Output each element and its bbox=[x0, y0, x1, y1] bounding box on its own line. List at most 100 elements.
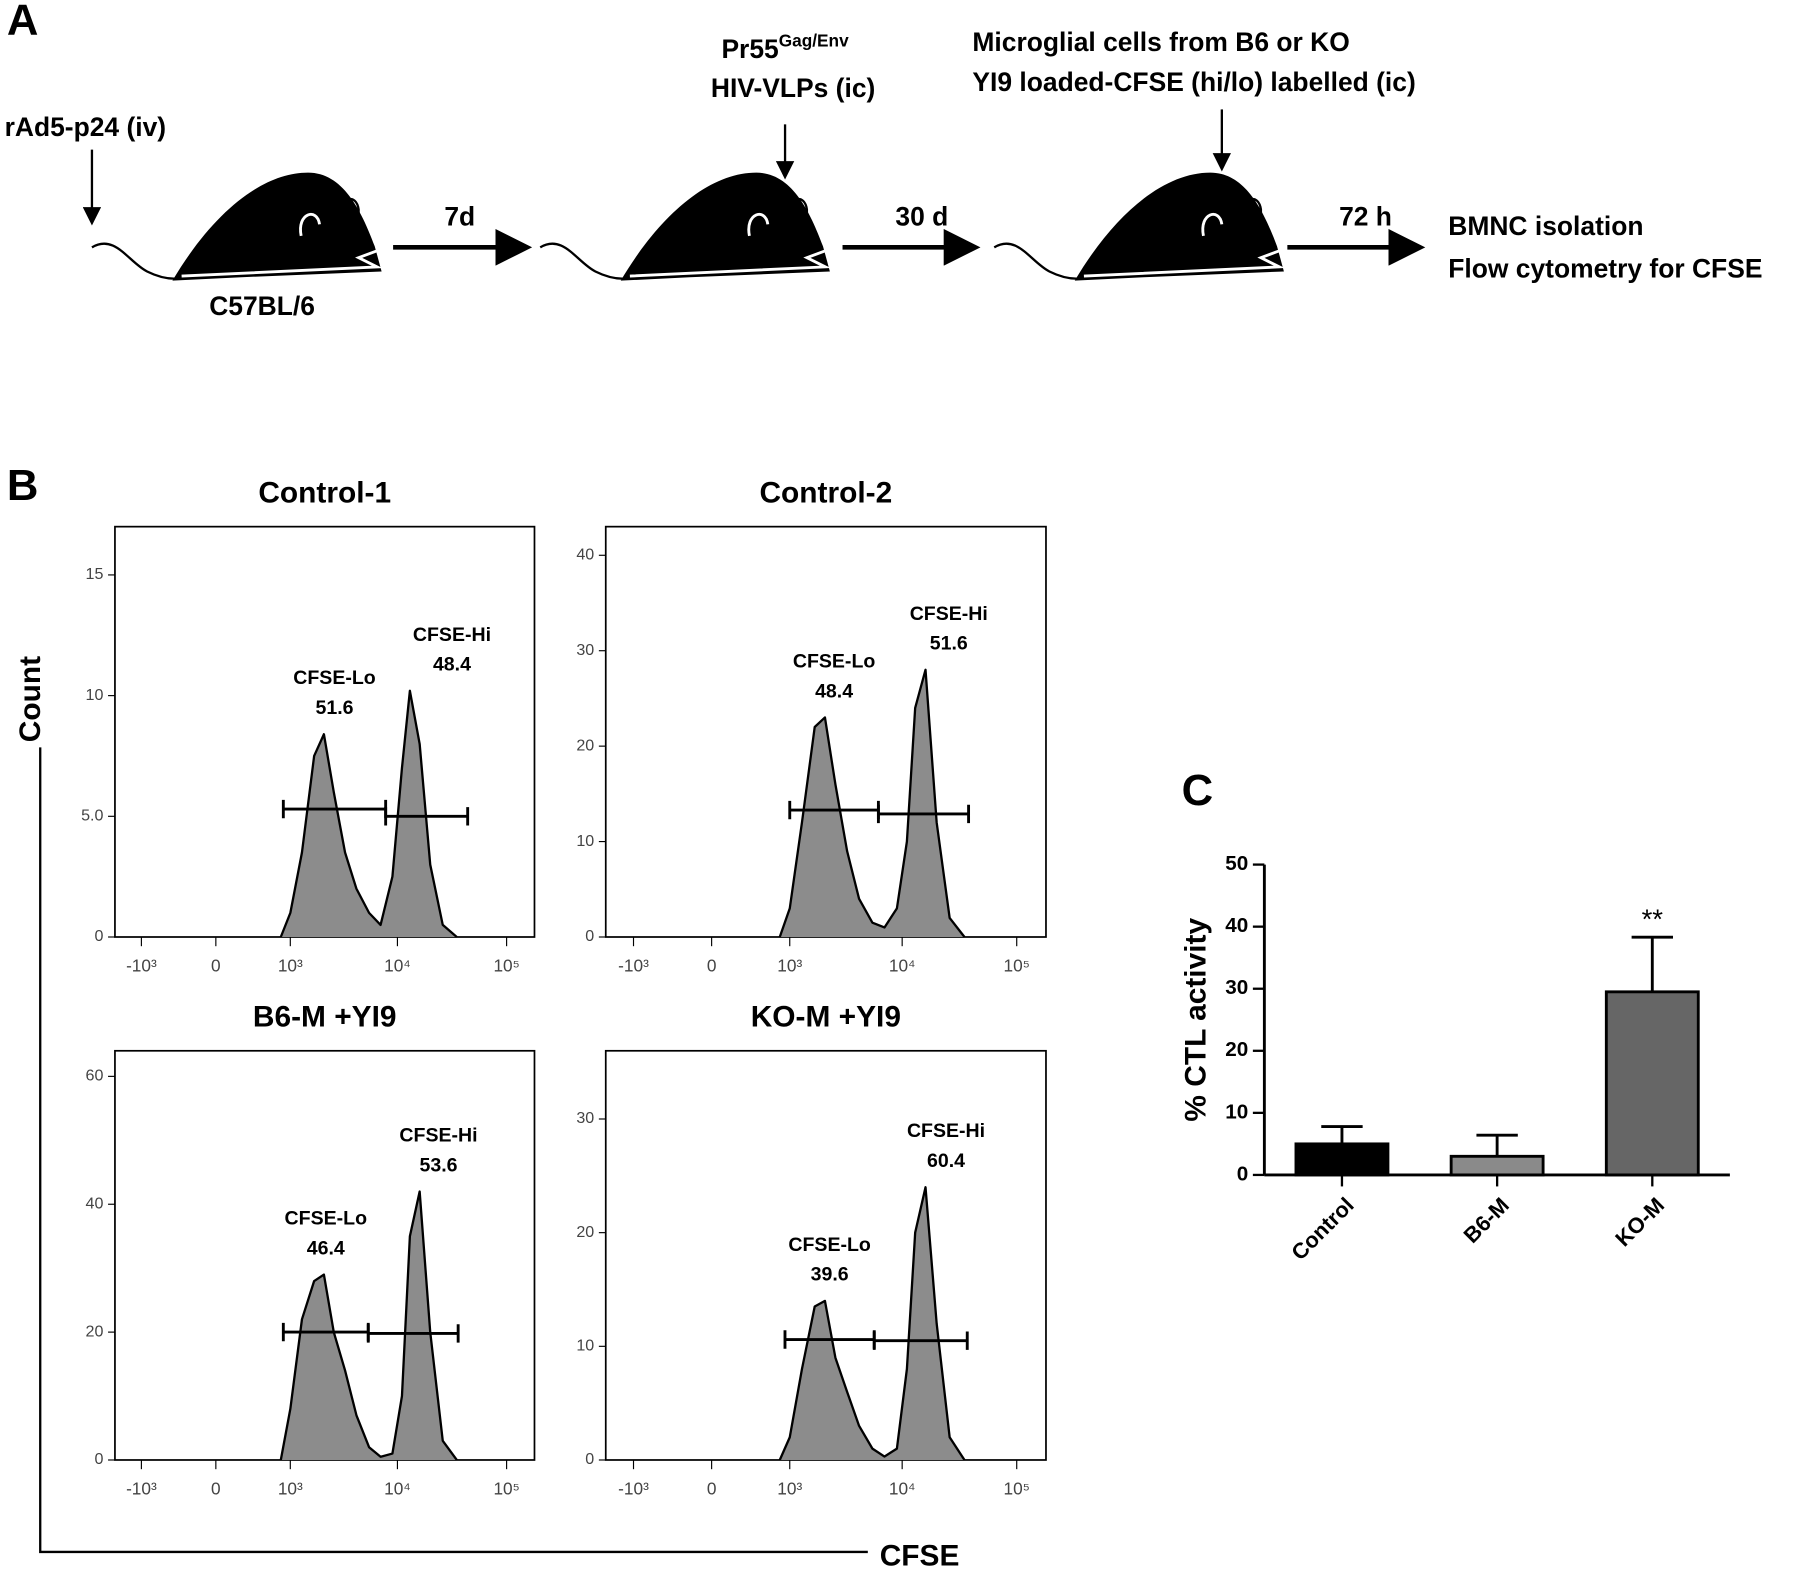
x-tick-label: 10³ bbox=[777, 1478, 802, 1498]
panel-label: A bbox=[7, 0, 39, 45]
gate bbox=[366, 1324, 460, 1343]
gate-name: CFSE-Hi bbox=[413, 624, 491, 646]
step-label: HIV-VLPs (ic) bbox=[711, 73, 875, 103]
x-tick-label: -10³ bbox=[126, 955, 157, 975]
gate-percent: 48.4 bbox=[815, 680, 853, 702]
x-tick-label: 0 bbox=[211, 955, 221, 975]
x-tick-label: KO-M bbox=[1610, 1192, 1669, 1251]
x-tick-label: B6-M bbox=[1459, 1192, 1514, 1247]
x-tick-label: 10³ bbox=[777, 955, 802, 975]
mouse-icon bbox=[992, 171, 1286, 283]
arrows bbox=[82, 109, 1426, 266]
readout-label: Flow cytometry for CFSE bbox=[1448, 253, 1762, 283]
interval-label: 72 h bbox=[1339, 202, 1392, 232]
y-tick-label: 20 bbox=[576, 736, 594, 754]
x-tick-label: 0 bbox=[707, 1478, 717, 1498]
y-tick-label: 0 bbox=[585, 1450, 594, 1468]
x-tick-label: 10³ bbox=[278, 1478, 303, 1498]
x-axis-label: CFSE bbox=[880, 1540, 960, 1573]
step-label: Pr55Gag/Env bbox=[721, 30, 849, 64]
shared-axis bbox=[39, 747, 868, 1554]
gate bbox=[872, 1331, 969, 1350]
y-tick-label: 20 bbox=[576, 1223, 594, 1241]
y-tick-label: 40 bbox=[576, 546, 594, 564]
y-axis-label: Count bbox=[14, 656, 47, 742]
gate-name: CFSE-Hi bbox=[910, 603, 988, 625]
error-bar bbox=[1476, 1133, 1518, 1157]
step-text: Pr55 bbox=[721, 34, 778, 64]
chart-title: B6-M +YI9 bbox=[253, 1000, 397, 1033]
bar bbox=[1449, 1154, 1545, 1177]
y-tick-label: 10 bbox=[576, 832, 594, 850]
gate-name: CFSE-Lo bbox=[788, 1234, 871, 1256]
gate-percent: 51.6 bbox=[315, 697, 353, 719]
chart-title: Control-1 bbox=[258, 476, 391, 509]
y-tick-label: 60 bbox=[86, 1067, 104, 1085]
gate-percent: 51.6 bbox=[930, 633, 968, 655]
histogram bbox=[279, 1190, 458, 1461]
x-tick-label: -10³ bbox=[126, 1478, 157, 1498]
x-tick-label: 10³ bbox=[278, 955, 303, 975]
y-tick-label: 40 bbox=[1225, 914, 1248, 937]
gate-name: CFSE-Lo bbox=[285, 1208, 368, 1230]
x-tick-label: 10⁵ bbox=[1004, 955, 1030, 975]
x-tick-label: 10⁴ bbox=[889, 955, 916, 975]
x-tick-label: -10³ bbox=[618, 955, 649, 975]
y-axis-label: % CTL activity bbox=[1180, 918, 1213, 1122]
gate-name: CFSE-Lo bbox=[293, 667, 376, 689]
bar bbox=[1604, 990, 1700, 1177]
x-tick-label: 10⁵ bbox=[493, 1478, 519, 1498]
y-tick-label: 30 bbox=[1225, 976, 1248, 999]
panel-label: C bbox=[1182, 766, 1214, 815]
y-tick-label: 10 bbox=[1225, 1100, 1248, 1123]
chart-title: KO-M +YI9 bbox=[751, 1000, 901, 1033]
gate-percent: 39.6 bbox=[811, 1264, 849, 1286]
gate-percent: 60.4 bbox=[927, 1150, 965, 1172]
gate-percent: 48.4 bbox=[433, 654, 471, 676]
x-tick-label: 10⁵ bbox=[1004, 1478, 1030, 1498]
x-tick-label: -10³ bbox=[618, 1478, 649, 1498]
step-label: Microglial cells from B6 or KO bbox=[972, 27, 1349, 57]
histogram bbox=[778, 668, 966, 938]
y-tick-label: 20 bbox=[1225, 1038, 1248, 1061]
step-superscript: Gag/Env bbox=[779, 30, 849, 50]
y-tick-label: 30 bbox=[576, 1109, 594, 1127]
y-tick-label: 0 bbox=[94, 1450, 103, 1468]
error-bar bbox=[1631, 935, 1673, 992]
histogram bbox=[279, 689, 458, 938]
x-tick-label: 10⁴ bbox=[889, 1478, 916, 1498]
interval-label: 7d bbox=[444, 202, 475, 232]
gate bbox=[384, 807, 470, 826]
y-tick-label: 10 bbox=[86, 686, 104, 704]
error-bar bbox=[1321, 1125, 1363, 1144]
strain-label: C57BL/6 bbox=[209, 291, 315, 321]
gate-percent: 46.4 bbox=[307, 1237, 345, 1259]
panel-label: B bbox=[7, 461, 39, 510]
readout-label: BMNC isolation bbox=[1448, 211, 1643, 241]
mouse-icon bbox=[90, 171, 384, 283]
y-tick-label: 40 bbox=[86, 1194, 104, 1212]
y-tick-label: 5.0 bbox=[81, 807, 103, 825]
gate-name: CFSE-Lo bbox=[793, 650, 876, 672]
gate-name: CFSE-Hi bbox=[399, 1124, 477, 1146]
x-tick-label: Control bbox=[1286, 1192, 1359, 1265]
x-tick-label: 0 bbox=[707, 955, 717, 975]
annotation: ** bbox=[1642, 903, 1664, 934]
y-tick-label: 0 bbox=[585, 927, 594, 945]
gate-name: CFSE-Hi bbox=[907, 1120, 985, 1142]
bar bbox=[1294, 1142, 1390, 1177]
x-tick-label: 0 bbox=[211, 1478, 221, 1498]
x-tick-label: 10⁵ bbox=[493, 955, 519, 975]
x-tick-label: 10⁴ bbox=[384, 955, 411, 975]
step-label: rAd5-p24 (iv) bbox=[5, 112, 167, 142]
chart-title: Control-2 bbox=[759, 476, 892, 509]
y-tick-label: 10 bbox=[576, 1337, 594, 1355]
gate-percent: 53.6 bbox=[419, 1154, 457, 1176]
x-tick-label: 10⁴ bbox=[384, 1478, 411, 1498]
y-tick-label: 30 bbox=[576, 641, 594, 659]
y-tick-label: 15 bbox=[86, 565, 104, 583]
step-label: YI9 loaded-CFSE (hi/lo) labelled (ic) bbox=[972, 67, 1415, 97]
histogram bbox=[778, 1186, 966, 1461]
gate bbox=[876, 804, 971, 824]
